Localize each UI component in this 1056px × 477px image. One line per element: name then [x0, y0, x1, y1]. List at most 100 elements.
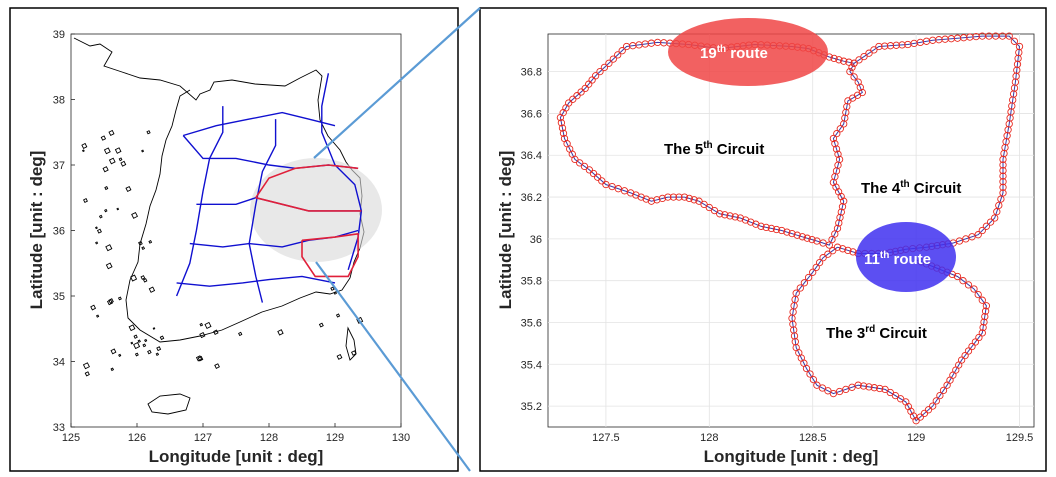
route-marker: [558, 124, 567, 132]
route-marker: [802, 364, 811, 373]
route-marker: [830, 54, 838, 63]
island: [336, 353, 343, 360]
route-marker: [891, 391, 900, 400]
route-marker: [974, 290, 982, 299]
route-marker: [576, 159, 584, 167]
island: [335, 313, 341, 318]
island: [131, 211, 139, 219]
route-marker: [970, 285, 978, 293]
island: [118, 157, 123, 162]
route-marker: [835, 56, 843, 64]
island: [214, 363, 220, 369]
island: [110, 348, 117, 355]
island: [138, 240, 143, 246]
route-marker: [726, 212, 734, 220]
route-marker: [842, 108, 850, 117]
route-11-ellipse: [856, 222, 956, 292]
island: [356, 316, 364, 324]
left-x-tick-label: 130: [392, 432, 410, 444]
route-marker: [975, 333, 983, 342]
island: [148, 286, 156, 293]
right-x-tick-label: 129.5: [1006, 432, 1034, 444]
route-marker: [819, 254, 827, 262]
circuit-3-label: The 3rd Circuit: [826, 324, 927, 342]
route-marker: [793, 231, 801, 239]
route-marker: [849, 248, 857, 256]
route-marker: [800, 279, 809, 287]
route-marker: [968, 233, 976, 241]
left-x-tick-label: 127: [194, 432, 212, 444]
island: [82, 362, 90, 370]
route-marker: [870, 384, 878, 392]
island: [199, 331, 206, 339]
left-y-tick-label: 37: [53, 160, 65, 172]
island: [108, 129, 115, 136]
left-x-tick-label: 128: [260, 432, 278, 444]
route-marker: [993, 208, 1001, 216]
route-marker: [865, 49, 873, 57]
route-marker: [981, 312, 989, 321]
right-x-tick-label: 128: [700, 432, 718, 444]
right-y-tick-label: 36.6: [521, 108, 542, 120]
route-marker: [957, 356, 966, 364]
route-marker: [1005, 32, 1013, 40]
route-marker: [997, 195, 1005, 203]
route-marker: [747, 218, 755, 226]
route-marker: [964, 281, 973, 289]
route-marker: [602, 180, 610, 189]
route-marker: [614, 185, 622, 193]
island: [147, 349, 152, 355]
route-marker: [580, 162, 589, 171]
island: [96, 228, 102, 234]
island: [102, 166, 109, 173]
island: [98, 214, 103, 219]
route-marker: [886, 42, 895, 50]
route-marker: [979, 323, 987, 332]
road-line: [175, 106, 224, 297]
route-19-ellipse: [668, 18, 828, 86]
route-marker: [647, 197, 656, 205]
route-marker: [999, 155, 1007, 164]
route-marker: [796, 284, 804, 292]
right-x-tick-label: 129: [907, 432, 925, 444]
route-marker: [804, 273, 813, 282]
left-x-tick-label: 125: [62, 432, 80, 444]
zoom-connector-bottom: [315, 261, 471, 472]
road-line: [176, 275, 336, 287]
road-line: [183, 111, 336, 137]
island: [108, 298, 114, 304]
right-y-tick-label: 35.8: [521, 276, 542, 288]
route-marker: [618, 47, 626, 55]
route-marker: [854, 78, 862, 86]
island: [104, 208, 108, 213]
route-marker: [850, 59, 858, 67]
route-marker: [870, 46, 878, 54]
route-marker: [962, 235, 970, 243]
route-marker: [700, 200, 708, 209]
island: [104, 186, 109, 191]
route-marker: [999, 161, 1007, 169]
route-marker: [881, 42, 889, 50]
route-marker: [789, 320, 797, 328]
route-marker: [762, 223, 770, 232]
circuit-4-label: The 4th Circuit: [861, 179, 961, 197]
road-network: [175, 73, 363, 303]
route-marker: [609, 55, 617, 63]
route-marker: [627, 189, 635, 197]
route-marker: [831, 140, 839, 148]
island: [333, 291, 337, 295]
island: [141, 149, 145, 153]
route-marker: [982, 302, 991, 310]
route-marker: [865, 383, 873, 391]
route-marker: [829, 389, 838, 398]
route-marker: [961, 351, 969, 360]
left-y-tick-label: 36: [53, 226, 65, 238]
island: [148, 239, 153, 244]
route-marker: [803, 234, 811, 242]
route-marker: [876, 384, 884, 393]
zoom-connector-top: [313, 7, 481, 159]
right-x-tick-label: 128.5: [799, 432, 827, 444]
island: [238, 331, 243, 337]
island: [110, 367, 115, 372]
route-marker: [875, 42, 883, 51]
